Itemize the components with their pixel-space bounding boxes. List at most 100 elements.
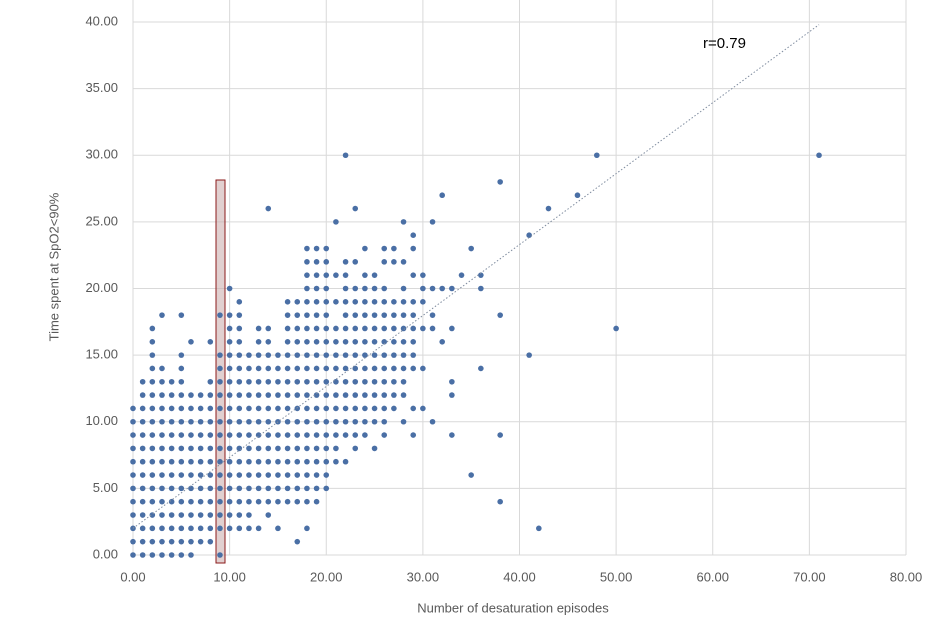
scatter-point: [391, 392, 397, 398]
scatter-point: [410, 339, 417, 345]
scatter-point: [178, 445, 185, 452]
scatter-point: [149, 458, 156, 465]
scatter-point: [323, 445, 330, 452]
scatter-point: [178, 458, 185, 465]
scatter-point: [294, 445, 301, 452]
scatter-point: [207, 472, 214, 478]
scatter-point: [255, 472, 262, 478]
scatter-point: [410, 312, 417, 318]
scatter-point: [168, 458, 175, 465]
scatter-point: [149, 432, 156, 438]
scatter-point: [139, 458, 146, 465]
scatter-point: [323, 352, 330, 358]
scatter-point: [420, 405, 426, 412]
scatter-point: [284, 405, 291, 412]
y-tick-label: 25.00: [85, 213, 118, 228]
scatter-point: [323, 285, 330, 292]
scatter-point: [313, 365, 320, 372]
scatter-point: [217, 432, 223, 438]
scatter-point: [226, 498, 233, 505]
scatter-point: [526, 352, 532, 358]
scatter-point: [149, 525, 156, 532]
scatter-point: [236, 365, 243, 372]
scatter-point: [323, 339, 330, 345]
scatter-point: [410, 365, 417, 372]
scatter-point: [236, 378, 243, 385]
scatter-point: [497, 312, 503, 318]
scatter-point: [333, 219, 339, 225]
x-tick-label: 50.00: [600, 569, 633, 584]
scatter-point: [304, 405, 310, 412]
scatter-point: [323, 325, 330, 332]
y-tick-label: 15.00: [85, 347, 118, 362]
scatter-point: [410, 325, 417, 332]
x-tick-label: 30.00: [407, 569, 440, 584]
scatter-point: [333, 392, 339, 398]
scatter-point: [342, 432, 349, 438]
scatter-point: [130, 552, 136, 558]
scatter-point: [246, 472, 252, 478]
y-tick-label: 40.00: [85, 13, 118, 28]
scatter-point: [207, 538, 214, 545]
scatter-point: [275, 365, 281, 372]
scatter-point: [149, 418, 156, 425]
scatter-point: [197, 525, 204, 532]
scatter-point: [313, 352, 320, 358]
scatter-point: [236, 352, 243, 358]
scatter-point: [391, 299, 397, 305]
scatter-point: [323, 378, 330, 385]
scatter-point: [188, 392, 194, 398]
scatter-point: [352, 418, 359, 425]
scatter-point: [294, 498, 301, 505]
scatter-point: [197, 485, 204, 492]
scatter-point: [168, 405, 175, 412]
y-axis-label: Time spent at SpO2<90%: [46, 192, 61, 341]
scatter-point: [410, 405, 417, 412]
scatter-point: [352, 325, 359, 332]
scatter-point: [226, 458, 233, 465]
scatter-point: [362, 312, 368, 318]
scatter-point: [188, 339, 194, 345]
scatter-point: [362, 392, 368, 398]
scatter-point: [362, 432, 368, 438]
scatter-point: [304, 392, 310, 398]
scatter-point: [197, 405, 204, 412]
scatter-point: [226, 418, 233, 425]
scatter-point: [159, 458, 165, 465]
scatter-point: [236, 339, 243, 345]
scatter-point: [265, 378, 272, 385]
scatter-point: [400, 312, 407, 318]
scatter-point: [207, 418, 214, 425]
scatter-point: [371, 405, 378, 412]
scatter-point: [352, 339, 359, 345]
y-tick-label: 10.00: [85, 413, 118, 428]
scatter-point: [323, 272, 330, 278]
x-axis-label: Number of desaturation episodes: [417, 600, 609, 615]
scatter-point: [323, 259, 330, 265]
scatter-point: [226, 339, 233, 345]
scatter-point: [236, 432, 243, 438]
scatter-point: [381, 365, 388, 372]
scatter-point: [478, 365, 484, 372]
scatter-point: [178, 405, 185, 412]
scatter-point: [265, 352, 272, 358]
scatter-point: [381, 339, 388, 345]
scatter-point: [149, 339, 156, 345]
scatter-point: [342, 325, 349, 332]
scatter-point: [313, 498, 320, 505]
scatter-point: [178, 392, 185, 398]
scatter-point: [400, 418, 407, 425]
scatter-point: [545, 205, 552, 212]
scatter-point: [265, 485, 272, 492]
scatter-point: [159, 392, 165, 398]
scatter-point: [284, 432, 291, 438]
scatter-point: [246, 445, 252, 452]
scatter-point: [304, 285, 310, 292]
scatter-point: [294, 392, 301, 398]
scatter-point: [226, 312, 233, 318]
scatter-point: [371, 378, 378, 385]
scatter-point: [139, 552, 146, 558]
scatter-point: [139, 392, 146, 398]
scatter-point: [400, 365, 407, 372]
